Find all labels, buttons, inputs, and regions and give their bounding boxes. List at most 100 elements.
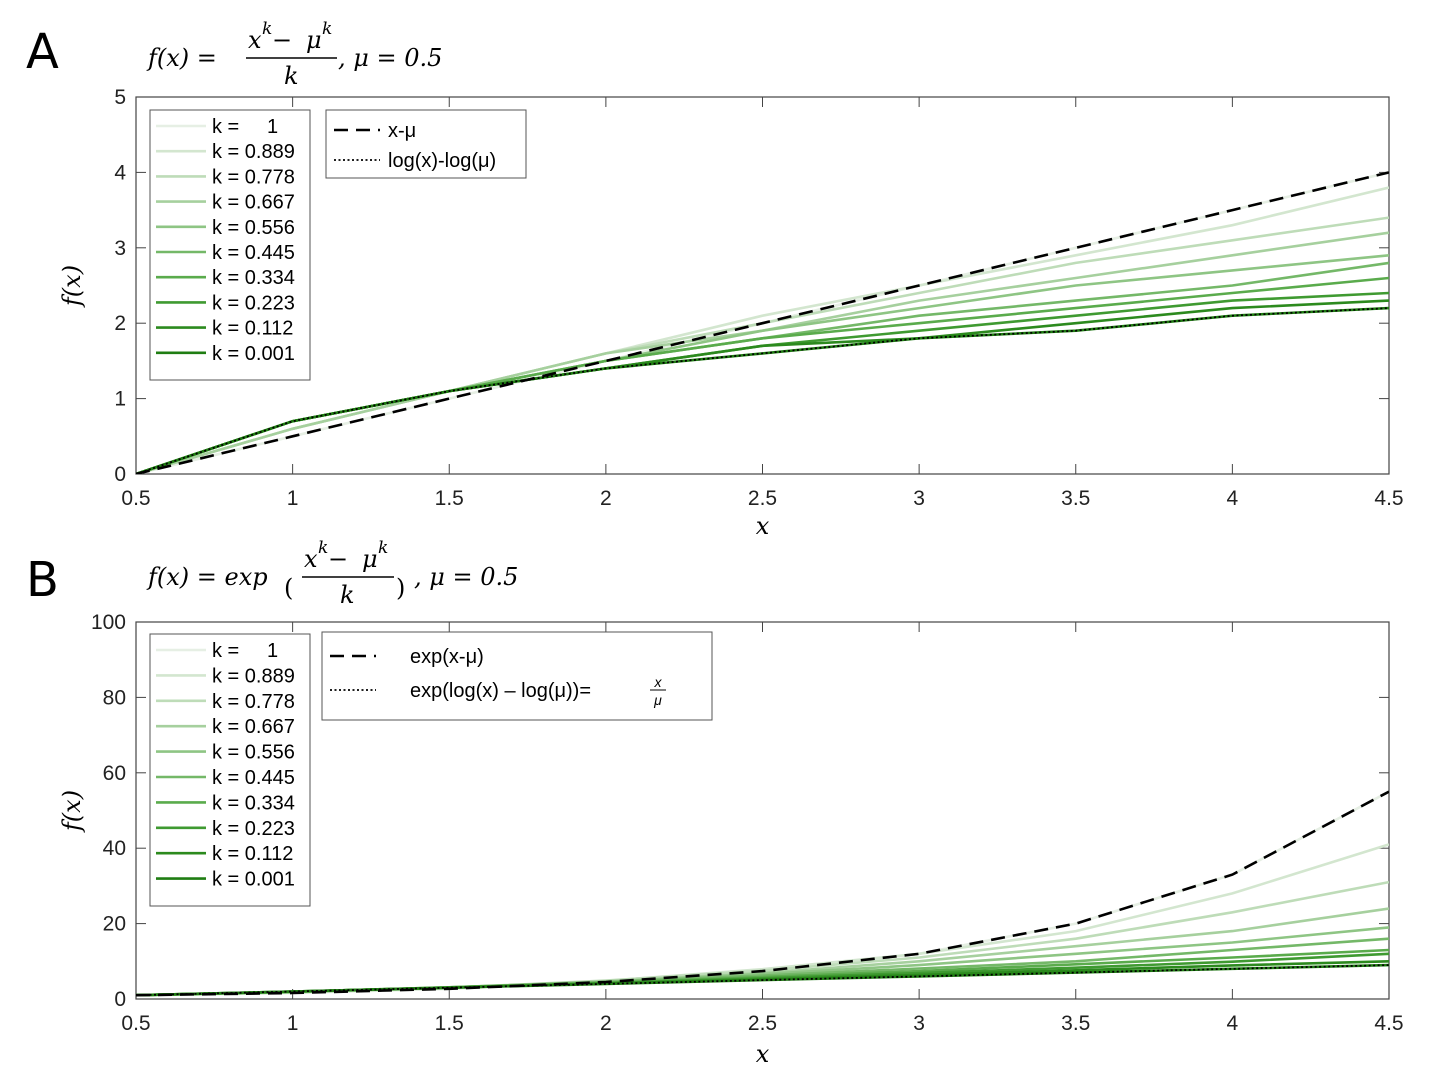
curves xyxy=(136,171,1389,474)
y-tick-label: 4 xyxy=(114,161,126,184)
legend-dashed-label: x-μ xyxy=(388,120,416,142)
title-b-minus: − xyxy=(328,545,348,573)
legend-k-label: k = 0.112 xyxy=(212,318,293,340)
panel-a-chart: 0.5 1 1.5 2 2.5 3 3.5 4 4.5 0 1 2 3 4 5 x f(x) k = 1 k = 0… xyxy=(58,86,1404,540)
x-tick-label: 2 xyxy=(600,487,612,510)
y-axis-label: f(x) xyxy=(58,265,86,308)
legend-k-box xyxy=(149,109,311,381)
x-tick-label: 3 xyxy=(913,487,925,510)
legend-dashed-label: exp(x-μ) xyxy=(410,646,484,668)
legend-k-box xyxy=(149,633,311,907)
plot-area xyxy=(135,96,1390,475)
legend-reference: x-μ log(x)-log(μ) xyxy=(325,109,527,179)
title-a-minus: − xyxy=(272,26,292,54)
title-b-num-mu: μ xyxy=(362,545,378,573)
x-tick-label: 3.5 xyxy=(1061,487,1090,510)
x-tick-label: 1 xyxy=(287,1012,299,1035)
panel-letter-a: A xyxy=(26,24,59,80)
title-a-num-x: x xyxy=(248,26,262,54)
y-tick-label: 2 xyxy=(114,312,126,335)
title-b-paren-left: ( xyxy=(284,574,293,602)
y-tick-label: 0 xyxy=(114,988,126,1011)
legend-k-label: k = 0.889 xyxy=(212,665,295,687)
title-a-num-mu: μ xyxy=(306,26,322,54)
ref-line-dotted xyxy=(136,964,1389,997)
curves xyxy=(136,790,1389,997)
y-tick-label: 20 xyxy=(103,913,126,936)
y-tick-label: 60 xyxy=(103,762,126,785)
legend-k-label: k = 0.667 xyxy=(212,192,295,214)
title-b-den: k xyxy=(340,581,355,609)
legend-k-label: k = 0.778 xyxy=(212,691,295,713)
legend-k-label: k = 0.223 xyxy=(212,292,295,314)
title-a-lhs: f(x) = xyxy=(146,44,217,72)
legend-k-label: k = 0.223 xyxy=(212,818,295,840)
x-tick-label: 1.5 xyxy=(435,1012,464,1035)
legend-k-label: k = 0.556 xyxy=(212,742,295,764)
legend-k-label: k = 0.445 xyxy=(212,767,295,789)
legend-k-label: k = 0.778 xyxy=(212,166,295,188)
legend-reference-box xyxy=(325,109,527,179)
legend-k-label: k = 0.001 xyxy=(212,869,295,891)
title-b-sup-1: k xyxy=(318,538,328,558)
ref-line-dashed xyxy=(136,790,1389,997)
legend-reference-box xyxy=(321,631,713,721)
panel-b-chart: 0.5 1 1.5 2 2.5 3 3.5 4 4.5 0 20 40 60 80 100 x f(x) k = … xyxy=(58,611,1404,1068)
y-tick-label: 40 xyxy=(103,837,126,860)
ref-line-dashed xyxy=(136,171,1389,474)
legend-k-label: k = 0.667 xyxy=(212,716,295,738)
title-b-paren-right: ) xyxy=(396,574,405,602)
legend-dotted-label: exp(log(x) – log(μ))= xyxy=(410,680,591,702)
legend-k-label: k = 0.889 xyxy=(212,141,295,163)
legend-k-label: k = 0.334 xyxy=(212,792,295,814)
x-tick-label: 4.5 xyxy=(1374,1012,1403,1035)
legend-k-label: k = 0.334 xyxy=(212,267,295,289)
title-b-num-x: x xyxy=(304,545,318,573)
x-tick-label: 4 xyxy=(1227,1012,1239,1035)
title-a-sup-1: k xyxy=(262,19,272,39)
legend-k-label: k = 0.556 xyxy=(212,217,295,239)
y-tick-label: 1 xyxy=(114,388,126,411)
title-a-rest: , μ = 0.5 xyxy=(338,44,442,72)
panel-letter-b: B xyxy=(26,552,59,608)
y-tick-label: 0 xyxy=(114,463,126,486)
legend-frac-num: x xyxy=(654,674,663,690)
panel-b-title: f(x) = exp ( x k − μ k k ) , μ = 0.5 xyxy=(146,538,518,609)
title-a-den: k xyxy=(284,62,299,90)
legend-frac-den: μ xyxy=(653,692,662,708)
legend-k-label: k = 0.001 xyxy=(212,343,295,365)
legend-k-label: k = 0.445 xyxy=(212,242,295,264)
y-axis-label: f(x) xyxy=(58,790,86,833)
title-b-lhs: f(x) = exp xyxy=(146,563,268,591)
x-tick-label: 0.5 xyxy=(121,487,150,510)
legend-k-label: k = 1 xyxy=(212,116,278,138)
legend-k: k = 1 k = 0.889 k = 0.778 k = 0.667 k = 0.55… xyxy=(149,109,311,381)
y-tick-label: 5 xyxy=(114,86,126,109)
title-a-sup-2: k xyxy=(322,19,332,39)
title-b-rest: , μ = 0.5 xyxy=(414,563,518,591)
x-tick-label: 3.5 xyxy=(1061,1012,1090,1035)
legend-dotted-label: log(x)-log(μ) xyxy=(388,150,496,172)
y-tick-label: 3 xyxy=(114,237,126,260)
x-tick-label: 1.5 xyxy=(435,487,464,510)
legend-k: k = 1 k = 0.889 k = 0.778 k = 0.667 k = 0.55… xyxy=(149,633,311,907)
x-axis-label: x xyxy=(756,512,770,540)
y-tick-label: 80 xyxy=(103,686,126,709)
title-b-sup-2: k xyxy=(378,538,388,558)
panel-a-title: f(x) = x k − μ k k , μ = 0.5 xyxy=(146,19,442,90)
x-tick-label: 3 xyxy=(913,1012,925,1035)
x-tick-label: 4 xyxy=(1227,487,1239,510)
legend-k-label: k = 1 xyxy=(212,640,278,662)
x-tick-label: 1 xyxy=(287,487,299,510)
legend-k-label: k = 0.112 xyxy=(212,843,293,865)
x-tick-label: 0.5 xyxy=(121,1012,150,1035)
x-tick-label: 2.5 xyxy=(748,1012,777,1035)
x-tick-label: 2 xyxy=(600,1012,612,1035)
x-axis-label: x xyxy=(756,1040,770,1068)
y-tick-label: 100 xyxy=(91,611,126,634)
ref-line-dotted xyxy=(136,307,1389,474)
x-tick-label: 4.5 xyxy=(1374,487,1403,510)
x-tick-label: 2.5 xyxy=(748,487,777,510)
